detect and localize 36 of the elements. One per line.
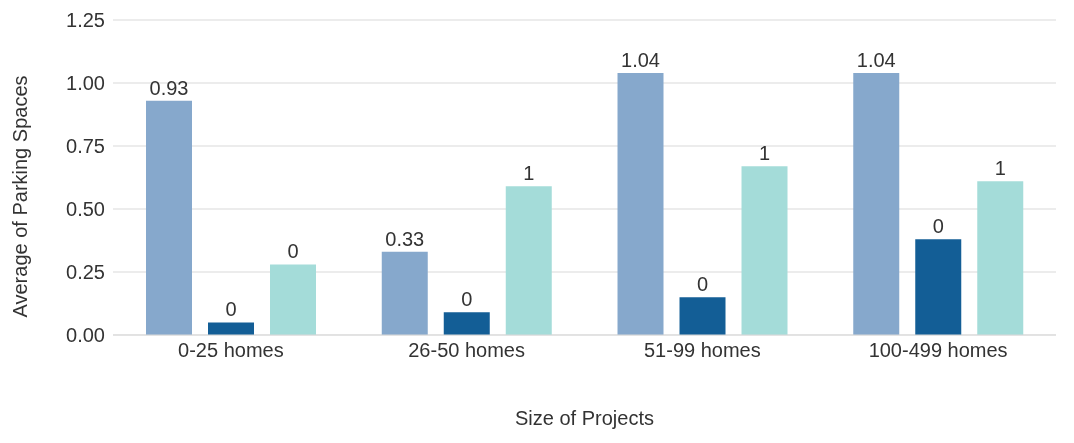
data-label: 1.04	[621, 48, 660, 71]
bar	[208, 322, 255, 335]
x-axis-title: Size of Projects	[515, 407, 654, 429]
data-label: 0	[461, 288, 473, 311]
y-tick-label: 0.75	[66, 135, 105, 158]
y-tick-label: 0.25	[66, 261, 105, 284]
x-tick-label: 26-50 homes	[408, 339, 525, 362]
data-label: 1.04	[856, 48, 896, 71]
y-axis-title: Average of Parking Spaces	[9, 75, 32, 318]
x-tick-label: 100-499 homes	[868, 339, 1008, 362]
y-tick-label: 0.50	[66, 198, 105, 221]
y-tick-label: 0.00	[66, 324, 105, 347]
bar	[853, 72, 900, 335]
y-tick-label: 1.25	[66, 9, 105, 32]
data-label: 0	[287, 240, 299, 263]
data-label: 0.93	[149, 76, 189, 99]
data-label: 1	[523, 162, 535, 185]
bar	[381, 251, 428, 335]
data-label: 0.33	[385, 227, 425, 250]
x-tick-label: 0-25 homes	[178, 339, 284, 362]
bar	[270, 264, 317, 335]
data-label: 0	[225, 298, 237, 321]
data-label: 0	[932, 215, 944, 238]
y-tick-label: 1.00	[66, 72, 105, 95]
data-label: 1	[994, 157, 1006, 180]
bar	[915, 239, 962, 335]
bar	[977, 181, 1024, 335]
bar	[146, 100, 193, 335]
bar	[443, 312, 490, 335]
bar	[505, 186, 552, 335]
data-label: 1	[758, 142, 771, 165]
bar	[679, 297, 726, 335]
bar	[617, 72, 664, 335]
x-tick-label: 51-99 homes	[644, 339, 761, 362]
data-label: 0	[696, 273, 709, 296]
bar	[741, 166, 788, 335]
